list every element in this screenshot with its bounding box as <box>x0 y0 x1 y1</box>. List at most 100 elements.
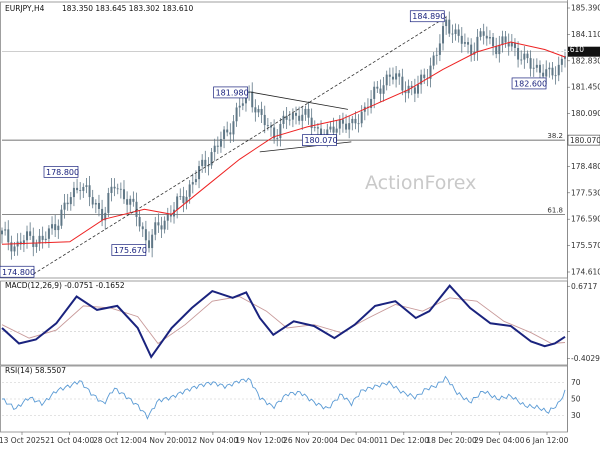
candle-body <box>129 198 132 205</box>
candle-body <box>51 224 54 229</box>
price-callout-box <box>409 10 445 23</box>
candle-body <box>348 123 351 130</box>
candle-body <box>141 226 144 230</box>
candle-body <box>482 31 485 36</box>
candle-body <box>498 44 501 55</box>
level-price-box-label: 180.070 <box>570 136 600 145</box>
candle-body <box>226 129 229 133</box>
candle-body <box>554 75 557 77</box>
price-callout-box <box>302 134 337 146</box>
candle-body <box>501 36 504 45</box>
candle-body <box>72 187 75 198</box>
candle-body <box>4 229 7 231</box>
time-tick-label: 4 Dec 04:00 <box>333 436 379 445</box>
time-tick-label: 26 Nov 20:00 <box>283 436 334 445</box>
candle-body <box>216 145 219 147</box>
time-tick-label: 18 Dec 20:00 <box>426 436 477 445</box>
fibonacci-level-label: 61.8 <box>547 206 563 214</box>
candle-body <box>223 129 226 140</box>
candle-body <box>76 187 79 191</box>
price-callout-label: 178.800 <box>46 168 79 177</box>
candle-body <box>207 165 210 167</box>
candle-body <box>194 179 197 183</box>
candle-body <box>435 54 438 56</box>
candle-body <box>529 58 532 69</box>
candle-body <box>276 138 279 139</box>
candle-body <box>420 74 423 85</box>
price-callout-box <box>43 165 79 178</box>
candle-body <box>488 37 491 39</box>
candle-body <box>254 107 257 113</box>
candle-body <box>448 19 451 34</box>
candle-body <box>7 229 10 243</box>
candle-body <box>335 128 338 133</box>
candle-body <box>248 91 251 93</box>
candle-body <box>526 53 529 59</box>
candle-body <box>32 235 35 248</box>
candle-body <box>97 202 100 209</box>
candle-body <box>326 129 329 139</box>
price-tick-label: 181.450 <box>571 83 600 92</box>
candle-body <box>154 222 157 235</box>
candle-body <box>63 202 66 210</box>
candle-body <box>429 65 432 79</box>
price-tick-label: 184.110 <box>571 30 600 39</box>
candle-body <box>235 107 238 122</box>
candle-body <box>379 88 382 94</box>
candle-body <box>57 225 60 231</box>
fibonacci-level-label: 38.2 <box>547 132 563 140</box>
candle-body <box>454 29 457 35</box>
candle-body <box>26 231 29 241</box>
price-callout-label: 181.980 <box>216 88 249 97</box>
candle-body <box>510 42 513 47</box>
candle-body <box>94 202 97 205</box>
price-callout-box <box>0 265 35 278</box>
candle-body <box>404 90 407 94</box>
candle-body <box>307 108 310 118</box>
candle-body <box>169 214 172 217</box>
candle-body <box>135 201 138 217</box>
candle-body <box>329 126 332 130</box>
candle-body <box>432 55 435 66</box>
candle-body <box>492 37 495 47</box>
candle-body <box>495 46 498 55</box>
candle-body <box>229 132 232 135</box>
candle-body <box>548 67 551 70</box>
price-callout-box <box>111 244 147 256</box>
candle-body <box>395 73 398 80</box>
candle-body <box>144 229 147 241</box>
time-tick-label: 29 Dec 04:00 <box>474 436 525 445</box>
price-callout-label: 175.670 <box>114 246 147 255</box>
current-price-label: 183.610 <box>553 45 584 54</box>
time-tick-label: 19 Nov 12:00 <box>235 436 286 445</box>
candle-body <box>66 202 69 205</box>
candle-body <box>41 235 44 240</box>
candle-body <box>182 196 185 204</box>
candle-body <box>301 114 304 121</box>
candle-body <box>410 85 413 88</box>
candle-body <box>238 105 241 108</box>
candle-body <box>557 64 560 76</box>
candle-body <box>451 33 454 35</box>
candle-body <box>188 184 191 197</box>
time-tick-label: 12 Nov 04:00 <box>188 436 239 445</box>
candle-body <box>204 159 207 167</box>
candle-body <box>538 64 541 73</box>
candle-body <box>173 209 176 217</box>
candle-body <box>85 185 88 187</box>
candle-body <box>351 118 354 124</box>
candle-body <box>47 228 50 239</box>
rsi-line <box>1 375 566 420</box>
candle-body <box>198 166 201 180</box>
rsi-tick-label: 70 <box>571 378 581 387</box>
candle-body <box>445 19 448 27</box>
candle-body <box>463 42 466 44</box>
candle-body <box>457 29 460 36</box>
candle-body <box>423 74 426 79</box>
candle-body <box>163 220 166 230</box>
candle-body <box>263 114 266 126</box>
candle-body <box>560 58 563 65</box>
candle-body <box>545 69 548 77</box>
candle-body <box>388 74 391 77</box>
candle-body <box>507 42 510 47</box>
